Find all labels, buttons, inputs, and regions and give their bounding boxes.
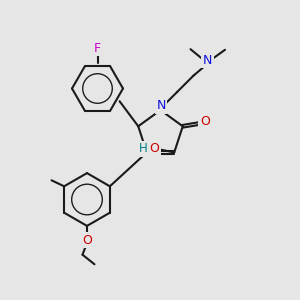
Text: O: O (82, 234, 92, 247)
Text: F: F (93, 42, 100, 55)
Text: O: O (149, 142, 159, 155)
Text: H: H (138, 142, 147, 155)
Text: N: N (156, 99, 166, 112)
Text: N: N (203, 53, 212, 67)
Text: O: O (200, 115, 210, 128)
